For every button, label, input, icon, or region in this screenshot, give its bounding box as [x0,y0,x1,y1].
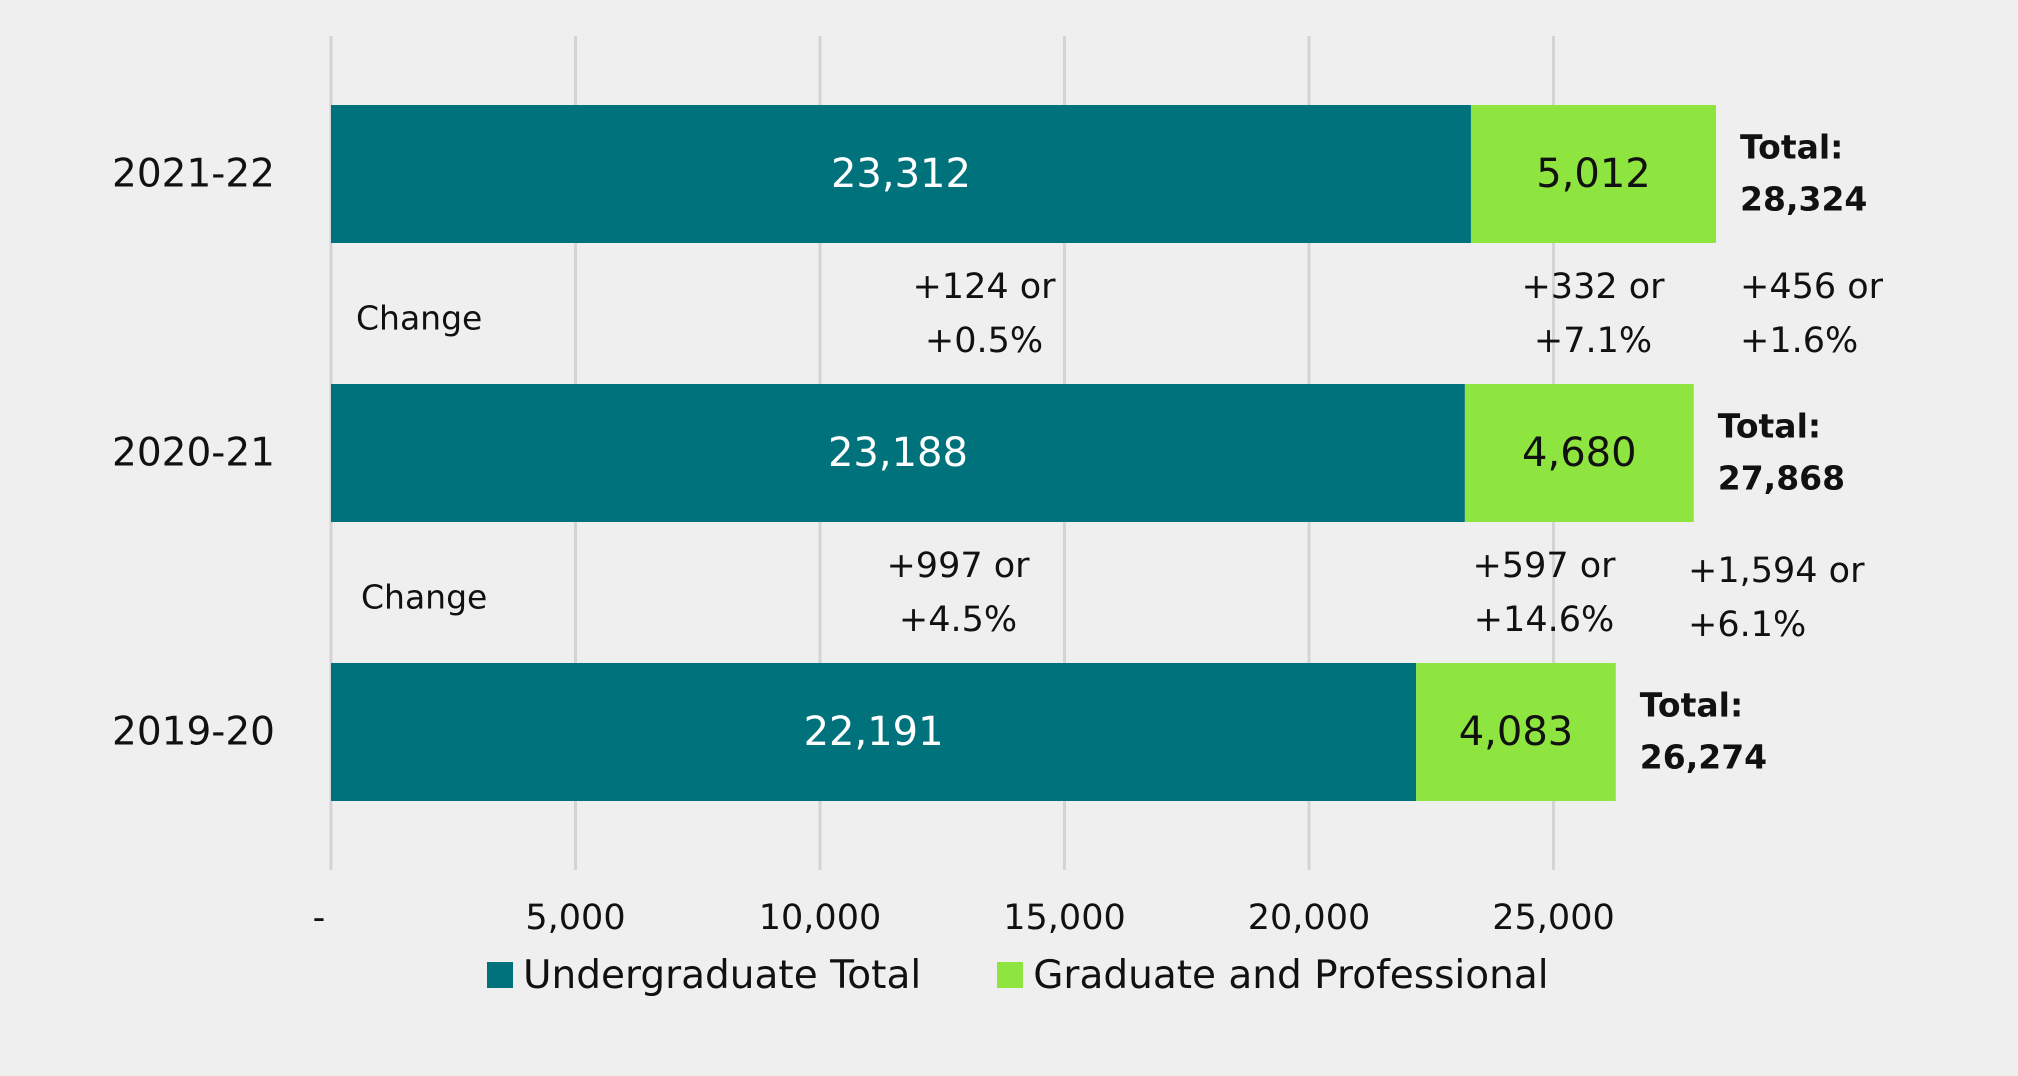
legend-label-undergraduate: Undergraduate Total [523,952,922,998]
data-label-undergraduate-0: 23,312 [831,151,971,197]
bar-graduate-2 [1416,663,1616,801]
legend: Undergraduate Total Graduate and Profess… [487,950,1625,1000]
change-total-0-line1: +456 or [1740,267,1884,307]
change-undergraduate-1-line2: +4.5% [899,600,1017,640]
change-undergraduate-1-line1: +997 or [886,546,1030,586]
change-graduate-0-line2: +7.1% [1534,321,1652,361]
bar-undergraduate-2 [331,663,1417,801]
data-label-graduate-2: 4,083 [1459,709,1574,755]
total-value-2: 26,274 [1640,738,1767,777]
total-label-1: Total: [1718,407,1821,446]
total-value-1: 27,868 [1718,459,1845,498]
x-tick-label-2: 10,000 [759,898,881,938]
bar-graduate-0 [1470,105,1717,243]
legend-swatch-graduate [997,962,1024,988]
x-tick-label-4: 20,000 [1248,898,1370,938]
change-undergraduate-0-line2: +0.5% [925,321,1043,361]
x-tick-label-3: 15,000 [1003,898,1125,938]
category-label-2: 2019-20 [112,710,275,755]
change-undergraduate-0-line1: +124 or [912,267,1056,307]
change-graduate-0-line1: +332 or [1521,267,1665,307]
category-label-1: 2020-21 [112,431,275,476]
change-graduate-1-line1: +597 or [1472,546,1616,586]
legend-swatch-undergraduate [487,962,513,988]
legend-item-undergraduate: Undergraduate Total [487,953,921,998]
total-label-0: Total: [1740,128,1843,167]
change-graduate-1-line2: +14.6% [1474,600,1615,640]
change-total-1-line2: +6.1% [1688,605,1806,645]
bar-undergraduate-0 [331,105,1471,243]
legend-label-graduate: Graduate and Professional [1033,952,1549,998]
bar-undergraduate-1 [331,384,1465,522]
data-label-undergraduate-2: 22,191 [804,709,944,755]
data-label-graduate-1: 4,680 [1522,430,1637,476]
bar-graduate-1 [1464,384,1694,522]
data-label-undergraduate-1: 23,188 [828,430,968,476]
change-total-0-line2: +1.6% [1740,321,1858,361]
change-label-0: Change [356,299,482,338]
x-tick-label-1: 5,000 [525,898,625,938]
change-total-1-line1: +1,594 or [1688,551,1865,591]
change-label-1: Change [361,578,487,617]
legend-item-graduate: Graduate and Professional [997,952,1549,998]
total-label-2: Total: [1640,686,1743,725]
x-tick-label-0: - [313,898,326,938]
total-value-0: 28,324 [1740,180,1867,219]
x-tick-label-5: 25,000 [1492,898,1614,938]
category-label-0: 2021-22 [112,152,275,197]
data-label-graduate-0: 5,012 [1536,151,1651,197]
